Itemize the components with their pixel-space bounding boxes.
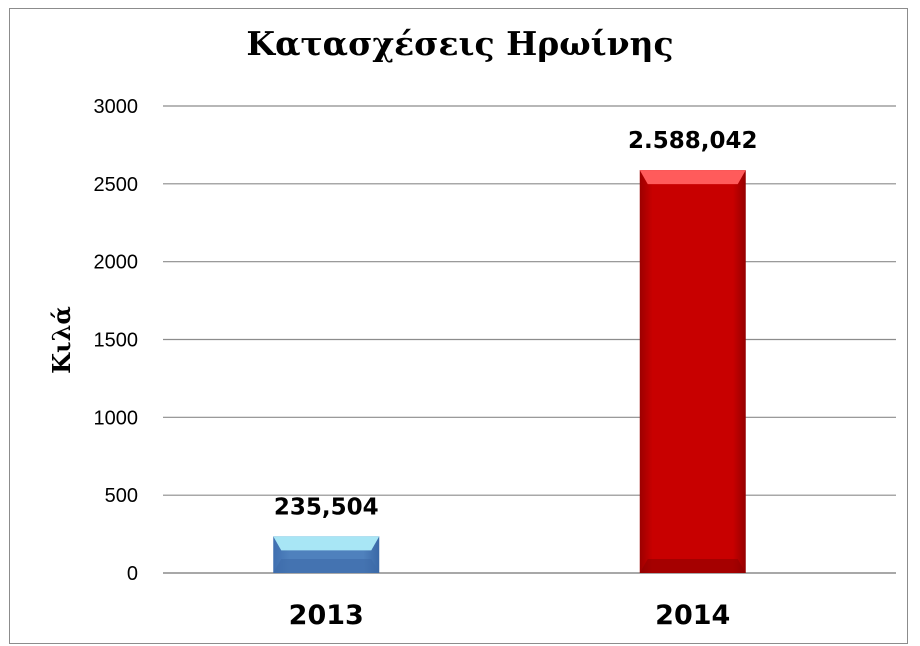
y-tick-label: 1500: [94, 330, 139, 352]
y-tick-label: 2500: [94, 174, 139, 196]
bar-bevel-bottom: [273, 559, 380, 573]
bar-bevel-top: [273, 536, 380, 551]
bar-bevel-top: [639, 170, 746, 185]
bar-2013: [273, 536, 380, 573]
data-label: 2.588,042: [628, 128, 758, 154]
gridlines: [163, 105, 896, 496]
chart-title: Κατασχέσεις Ηρωίνης: [246, 24, 674, 63]
y-tick-label: 0: [127, 563, 138, 585]
bar-bevel-bottom: [639, 559, 746, 573]
bar: [639, 170, 746, 574]
data-labels: 235,504 2.588,042: [274, 128, 758, 520]
y-axis-ticks: 0 500 1000 1500 2000 2500 3000: [94, 96, 139, 585]
y-tick-label: 500: [105, 485, 138, 507]
x-category-label: 2014: [655, 600, 730, 631]
x-category-label: 2013: [289, 600, 364, 631]
bar-2014: [639, 170, 746, 574]
bars: [273, 170, 746, 574]
y-tick-label: 2000: [94, 252, 139, 274]
y-axis-label: Κιλά: [47, 306, 76, 374]
data-label: 235,504: [274, 494, 379, 520]
x-axis-categories: 2013 2014: [289, 600, 731, 631]
chart-frame: [9, 8, 908, 644]
y-tick-label: 1000: [94, 407, 139, 429]
y-tick-label: 3000: [94, 96, 139, 118]
